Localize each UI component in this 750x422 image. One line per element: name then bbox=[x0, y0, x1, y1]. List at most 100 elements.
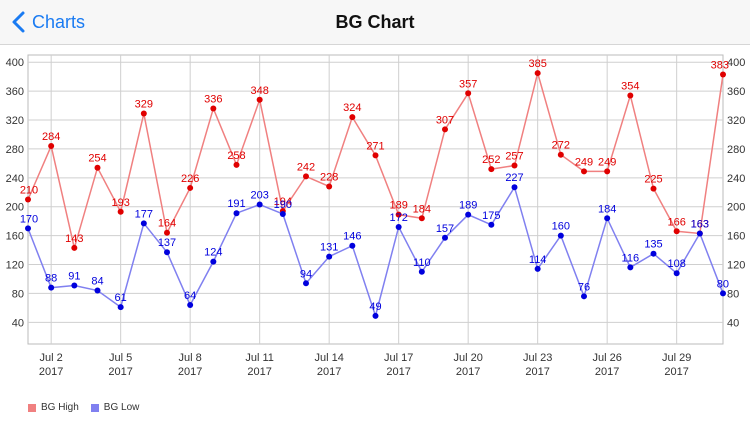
data-label-low: 124 bbox=[204, 247, 222, 259]
data-point-high bbox=[604, 168, 611, 175]
data-point-high bbox=[48, 143, 55, 150]
data-point-high bbox=[650, 185, 657, 192]
x-tick-year: 2017 bbox=[456, 366, 480, 378]
x-tick-year: 2017 bbox=[386, 366, 410, 378]
data-label-high: 271 bbox=[366, 140, 384, 152]
data-label-high: 184 bbox=[413, 203, 431, 215]
data-label-high: 336 bbox=[204, 93, 222, 105]
x-tick-year: 2017 bbox=[595, 366, 619, 378]
x-tick-year: 2017 bbox=[525, 366, 549, 378]
data-point-low bbox=[534, 265, 541, 272]
data-point-low bbox=[442, 234, 448, 241]
data-point-low bbox=[395, 223, 402, 230]
data-label-low: 64 bbox=[184, 290, 196, 302]
y-tick-label-right: 120 bbox=[727, 260, 745, 272]
data-label-low: 160 bbox=[552, 221, 570, 233]
data-point-low bbox=[627, 264, 634, 271]
data-point-high bbox=[187, 184, 194, 191]
data-label-low: 163 bbox=[691, 218, 709, 230]
data-point-low bbox=[187, 301, 194, 308]
x-tick-label: Jul 26 bbox=[592, 352, 621, 364]
data-label-high: 166 bbox=[667, 216, 685, 228]
data-label-low: 190 bbox=[274, 199, 292, 211]
x-tick-label: Jul 17 bbox=[384, 352, 413, 364]
data-label-low: 94 bbox=[300, 268, 312, 280]
data-label-low: 172 bbox=[389, 212, 407, 224]
data-point-high bbox=[488, 166, 495, 173]
y-tick-label-left: 40 bbox=[12, 317, 24, 329]
data-label-high: 249 bbox=[598, 156, 616, 168]
legend-swatch-high bbox=[28, 403, 36, 412]
data-label-low: 189 bbox=[459, 200, 477, 212]
data-label-high: 210 bbox=[20, 185, 38, 197]
data-label-high: 189 bbox=[389, 200, 407, 212]
y-tick-label-right: 400 bbox=[727, 57, 745, 69]
data-point-low bbox=[465, 211, 472, 218]
data-point-low bbox=[164, 249, 170, 256]
data-point-high bbox=[210, 105, 217, 112]
data-point-high bbox=[25, 196, 31, 203]
x-tick-year: 2017 bbox=[247, 366, 271, 378]
legend-label-high: BG High bbox=[41, 402, 79, 413]
chart-legend: BG High BG Low bbox=[28, 402, 151, 413]
x-tick-year: 2017 bbox=[178, 366, 202, 378]
x-tick-label: Jul 23 bbox=[523, 352, 552, 364]
y-tick-label-left: 240 bbox=[6, 173, 24, 185]
y-tick-label-left: 160 bbox=[6, 231, 24, 243]
data-point-high bbox=[117, 208, 124, 215]
data-point-high bbox=[627, 92, 634, 99]
back-button-label: Charts bbox=[32, 11, 86, 32]
x-tick-label: Jul 2 bbox=[40, 352, 63, 364]
data-point-high bbox=[418, 215, 425, 222]
data-label-low: 184 bbox=[598, 203, 616, 215]
data-point-low bbox=[210, 258, 217, 265]
data-point-low bbox=[673, 270, 680, 277]
data-label-high: 163 bbox=[691, 218, 709, 230]
data-point-low bbox=[326, 253, 333, 260]
data-point-high bbox=[557, 151, 564, 158]
data-point-low bbox=[604, 215, 611, 222]
data-point-high bbox=[673, 228, 680, 235]
data-point-high bbox=[71, 244, 78, 251]
data-point-low bbox=[303, 280, 309, 287]
y-tick-label-right: 200 bbox=[727, 202, 745, 214]
y-tick-label-right: 40 bbox=[727, 317, 739, 329]
data-label-high: 249 bbox=[575, 156, 593, 168]
data-point-high bbox=[164, 229, 170, 236]
data-label-low: 170 bbox=[20, 213, 38, 225]
data-label-high: 143 bbox=[65, 233, 83, 245]
data-label-low: 88 bbox=[45, 273, 57, 285]
data-point-high bbox=[94, 164, 101, 171]
data-point-high bbox=[534, 70, 541, 77]
data-point-low bbox=[581, 293, 587, 300]
navigation-bar: Charts BG Chart bbox=[0, 0, 750, 45]
data-point-high bbox=[465, 90, 472, 97]
y-tick-label-right: 80 bbox=[727, 288, 739, 300]
y-tick-label-left: 80 bbox=[12, 288, 24, 300]
data-label-high: 284 bbox=[42, 131, 60, 143]
chart-series: 210 284 143 254 193 329 164 226 336 258 348 194 242 2… bbox=[20, 58, 729, 319]
data-point-high bbox=[349, 114, 356, 121]
chart-grid bbox=[27, 54, 724, 345]
y-tick-label-right: 360 bbox=[727, 86, 745, 98]
data-label-high: 194 bbox=[274, 196, 292, 208]
x-tick-label: Jul 5 bbox=[109, 352, 132, 364]
data-point-high bbox=[140, 110, 147, 117]
y-tick-label-right: 320 bbox=[727, 115, 745, 127]
legend-swatch-low bbox=[90, 403, 99, 412]
data-label-low: 137 bbox=[158, 237, 176, 249]
data-label-high: 225 bbox=[644, 174, 662, 186]
x-tick-label: Jul 8 bbox=[179, 352, 202, 364]
y-tick-label-left: 280 bbox=[6, 144, 24, 156]
data-point-high bbox=[511, 162, 518, 169]
data-point-low bbox=[94, 287, 101, 294]
data-point-low bbox=[511, 184, 518, 191]
data-point-low bbox=[48, 284, 55, 291]
y-tick-label-left: 200 bbox=[6, 202, 24, 214]
data-label-low: 114 bbox=[529, 254, 547, 266]
data-label-low: 116 bbox=[622, 252, 640, 264]
data-label-low: 191 bbox=[227, 198, 245, 210]
back-button[interactable]: Charts bbox=[10, 8, 85, 36]
data-label-low: 177 bbox=[135, 208, 153, 220]
data-point-high bbox=[233, 161, 240, 168]
